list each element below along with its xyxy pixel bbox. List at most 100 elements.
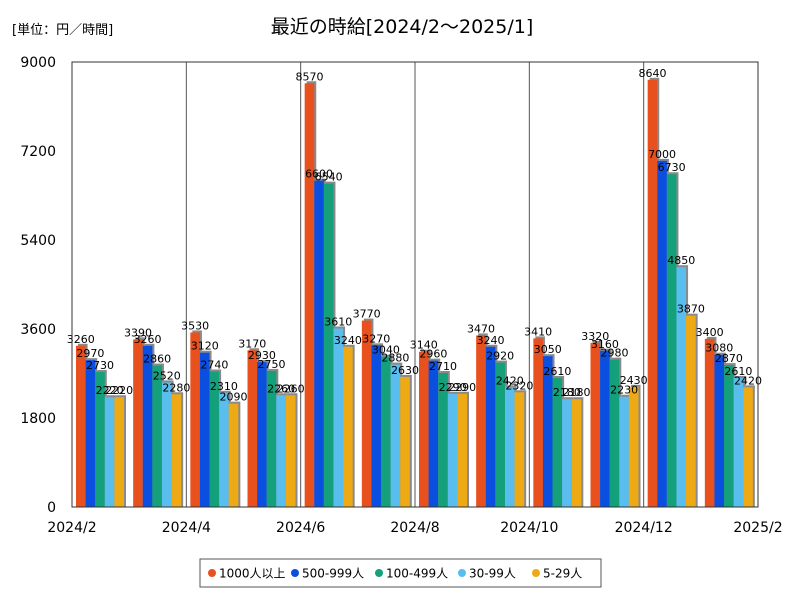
- y-tick-label: 1800: [20, 411, 56, 427]
- data-label: 3870: [677, 303, 705, 316]
- bar: [542, 356, 553, 507]
- data-label: 8570: [295, 70, 323, 83]
- bar: [266, 371, 277, 507]
- data-label: 2520: [153, 369, 181, 382]
- bar: [361, 320, 372, 507]
- x-axis-ticks: 2024/2 2024/4 2024/6 2024/8 2024/10 2024/12 20…: [47, 520, 782, 536]
- y-tick-label: 3600: [20, 322, 56, 338]
- data-label: 3260: [134, 333, 162, 346]
- bar: [219, 392, 229, 507]
- bar: [314, 180, 324, 507]
- data-label: 3240: [477, 334, 505, 347]
- data-label: 3270: [362, 332, 390, 345]
- bar: [485, 346, 496, 507]
- data-label: 2970: [76, 347, 104, 360]
- bar: [724, 365, 734, 507]
- data-label: 3770: [353, 308, 381, 321]
- legend-marker: [291, 569, 299, 577]
- bar: [733, 377, 744, 507]
- data-label: 3410: [524, 325, 552, 338]
- data-label: 2930: [248, 349, 276, 362]
- bar: [381, 356, 391, 507]
- bar: [228, 403, 239, 507]
- bar: [447, 393, 458, 507]
- data-label: 3160: [591, 338, 619, 351]
- data-label: 3400: [696, 326, 724, 339]
- x-tick-label: 2024/4: [162, 520, 211, 536]
- bar: [400, 376, 410, 507]
- data-label: 3080: [705, 342, 733, 355]
- bar: [676, 267, 687, 507]
- bar: [657, 160, 667, 507]
- bar: [514, 392, 525, 507]
- data-label: 3040: [372, 344, 400, 357]
- data-label: 4850: [667, 254, 695, 267]
- bar: [323, 183, 334, 507]
- data-label: 2090: [220, 391, 248, 404]
- bar: [666, 174, 677, 507]
- data-label: 8640: [638, 67, 666, 80]
- x-tick-label: 2025/2: [733, 520, 782, 536]
- data-label: 3240: [334, 334, 362, 347]
- data-label: 2260: [267, 382, 295, 395]
- legend-marker: [208, 569, 216, 577]
- data-label: 6600: [305, 168, 333, 181]
- legend-marker: [458, 569, 466, 577]
- bar: [714, 354, 725, 507]
- data-label: 3050: [534, 343, 562, 356]
- bar: [628, 386, 639, 507]
- data-label: 2310: [210, 380, 238, 393]
- legend-label: 1000人以上: [219, 567, 286, 581]
- bar: [552, 377, 563, 507]
- bar: [152, 365, 162, 507]
- bar: [95, 372, 105, 507]
- data-label: 2920: [486, 350, 514, 363]
- bar: [647, 79, 658, 508]
- bar: [76, 345, 86, 507]
- bar: [390, 364, 401, 507]
- legend-label: 500-999人: [302, 567, 364, 581]
- bar: [457, 393, 467, 507]
- data-label: 3530: [181, 319, 209, 332]
- grid-layer: [185, 62, 645, 507]
- bar: [686, 315, 696, 507]
- data-label: 2280: [162, 381, 190, 394]
- bar: [533, 338, 543, 507]
- bar: [333, 328, 344, 507]
- data-label: 2180: [563, 386, 591, 399]
- data-label: 2220: [96, 384, 124, 397]
- data-label: 3390: [124, 326, 152, 339]
- bar: [247, 350, 258, 507]
- data-label: 3260: [67, 333, 95, 346]
- bar: [133, 339, 143, 507]
- data-label: 2230: [610, 384, 638, 397]
- bar: [104, 397, 115, 507]
- bar: [428, 360, 439, 507]
- bar: [285, 395, 296, 507]
- data-label: 6730: [658, 161, 686, 174]
- data-label: 2980: [601, 347, 629, 360]
- bar: [419, 351, 429, 507]
- y-tick-label: 7200: [20, 144, 56, 160]
- legend-label: 5-29人: [543, 567, 582, 581]
- data-label: 2740: [200, 359, 228, 372]
- bar: [704, 338, 715, 507]
- bar: [609, 359, 620, 507]
- legend-marker: [375, 569, 383, 577]
- x-tick-label: 2024/8: [390, 520, 439, 536]
- bar: [114, 397, 124, 507]
- legend-marker: [532, 569, 540, 577]
- bar: [562, 399, 572, 507]
- data-label: 3610: [324, 316, 352, 329]
- plot-area-border: [71, 61, 759, 508]
- bar: [438, 373, 448, 507]
- bar: [190, 332, 200, 507]
- data-label: 2610: [724, 365, 752, 378]
- data-label: 3470: [467, 322, 495, 335]
- bar: [142, 345, 153, 507]
- data-label: 3320: [581, 330, 609, 343]
- data-label: 2180: [553, 386, 581, 399]
- bar: [199, 352, 210, 507]
- data-label: 3140: [410, 339, 438, 352]
- data-label: 2430: [620, 374, 648, 387]
